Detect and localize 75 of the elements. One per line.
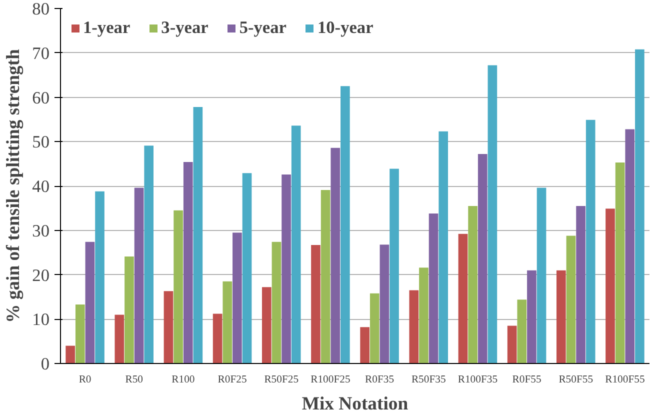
- bar: [262, 287, 272, 364]
- bar: [291, 126, 301, 364]
- bar: [242, 173, 252, 364]
- bar: [311, 245, 320, 364]
- bar: [419, 268, 428, 364]
- bar: [556, 270, 566, 364]
- bar: [95, 191, 104, 364]
- bar: [468, 206, 478, 364]
- bar: [134, 188, 144, 364]
- bar: [566, 236, 576, 364]
- bar: [75, 304, 85, 364]
- x-tick-label: R0: [78, 374, 92, 386]
- bar: [66, 346, 75, 364]
- x-axis-title: Mix Notation: [302, 394, 409, 414]
- y-tick-label: 50: [32, 132, 50, 152]
- bar: [164, 291, 174, 364]
- x-tick-label: R100F55: [605, 374, 645, 386]
- bar: [517, 300, 527, 364]
- bar: [478, 154, 488, 364]
- bar: [625, 129, 635, 364]
- bar: [586, 120, 596, 364]
- bar: [144, 146, 154, 364]
- bar: [409, 290, 419, 364]
- bar: [576, 206, 586, 364]
- y-tick-label: 30: [32, 221, 50, 240]
- bar: [114, 314, 124, 364]
- bar: [507, 326, 517, 364]
- x-tick-label: R0F35: [365, 374, 394, 386]
- bar: [390, 168, 399, 364]
- bar: [222, 281, 232, 364]
- bar: [527, 270, 536, 364]
- bar: [360, 327, 370, 364]
- bar: [635, 49, 644, 364]
- bar: [124, 256, 134, 364]
- x-tick-label: R50F35: [411, 374, 446, 386]
- y-tick-label: 20: [32, 266, 50, 285]
- bar: [370, 293, 380, 364]
- bar: [320, 190, 330, 364]
- bar: [615, 162, 625, 364]
- bar: [330, 148, 340, 364]
- y-tick-label: 80: [32, 0, 50, 18]
- x-tick-label: R0F55: [512, 374, 542, 386]
- x-tick-label: R50F25: [264, 374, 299, 386]
- legend-label: 5-year: [239, 18, 286, 38]
- bar: [282, 174, 291, 364]
- bar: [428, 214, 438, 364]
- bar: [488, 65, 498, 364]
- x-tick-label: R100F25: [310, 374, 350, 386]
- y-axis-title: % gain of tensile splitting strength: [3, 48, 24, 323]
- bar: [606, 208, 615, 364]
- legend-label: 10-year: [317, 18, 374, 38]
- bar: [340, 86, 350, 364]
- legend-label: 3-year: [161, 18, 208, 38]
- y-tick-label: 10: [32, 310, 50, 330]
- bar: [85, 242, 95, 364]
- x-tick-label: R100F35: [458, 374, 498, 386]
- x-tick-label: R0F25: [218, 374, 247, 386]
- x-tick-label: R100: [172, 374, 195, 386]
- legend-label: 1-year: [83, 18, 130, 38]
- bar: [380, 244, 390, 364]
- bar: [174, 210, 183, 364]
- bar: [272, 242, 282, 364]
- x-tick-label: R50F55: [558, 374, 594, 386]
- y-tick-label: 60: [32, 88, 50, 108]
- bar: [458, 234, 468, 364]
- y-tick-label: 0: [40, 354, 50, 374]
- bar: [536, 188, 546, 364]
- y-tick-label: 40: [32, 177, 50, 196]
- y-tick-label: 70: [32, 44, 50, 63]
- bar: [232, 232, 242, 364]
- bar: [438, 131, 448, 364]
- bar: [212, 314, 222, 364]
- x-tick-label: R50: [125, 374, 144, 386]
- bar: [183, 162, 193, 364]
- bar: [193, 107, 203, 364]
